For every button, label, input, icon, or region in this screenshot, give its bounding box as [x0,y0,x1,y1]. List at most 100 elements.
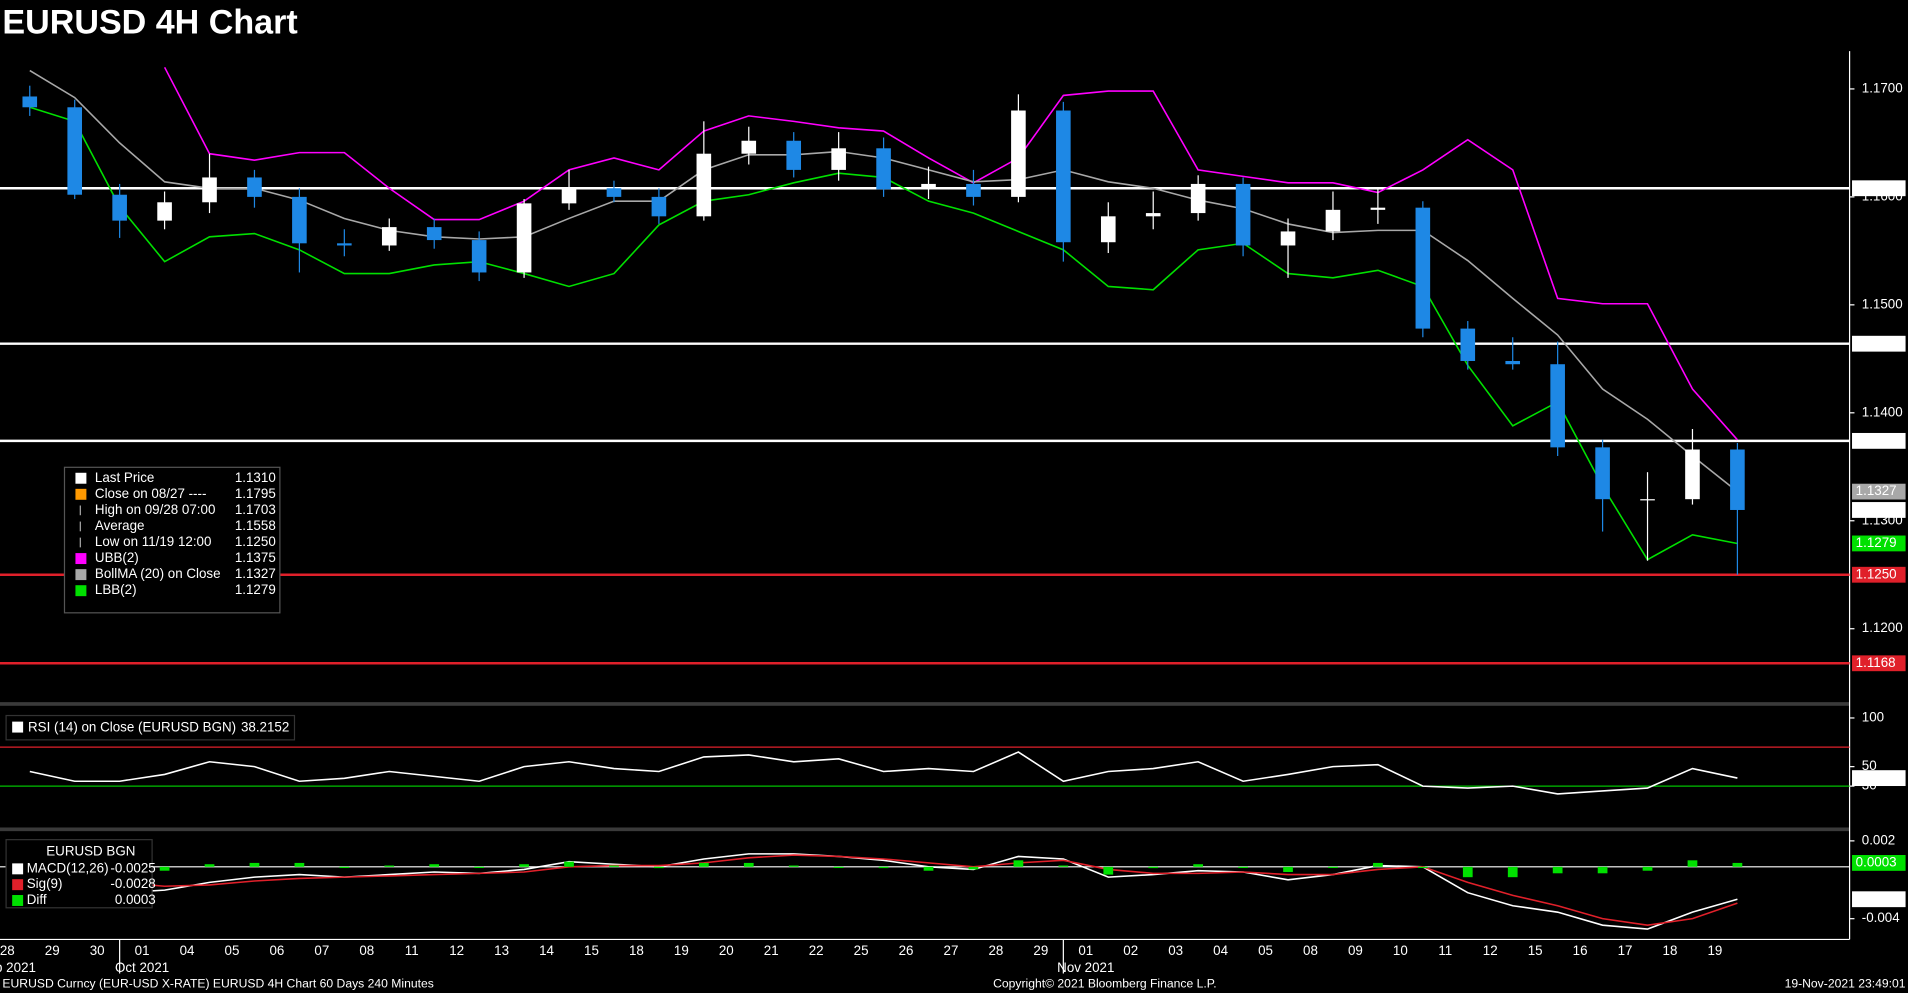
x-tick-label: 11 [405,943,419,958]
series-line [29,854,1738,926]
histogram-bar [1283,866,1293,872]
candle-body [831,148,846,170]
x-tick-label: 16 [1573,943,1588,958]
candle-body [67,107,83,195]
x-tick-label: 18 [629,943,644,958]
legend-swatch [12,879,24,891]
legend-value: 1.1310 [235,470,276,485]
legend-value: 1.1558 [235,518,276,533]
x-tick-label: 08 [1303,943,1318,958]
timestamp: 19-Nov-2021 23:49:01 [1785,977,1906,991]
legend-swatch [12,721,24,733]
histogram-bar [1328,866,1338,869]
x-tick-label: 29 [45,943,60,958]
histogram-bar [1642,866,1653,871]
value-tag [1852,855,1906,871]
x-tick-label: 20 [719,943,734,958]
value-tag [1852,770,1906,787]
legend-swatch [75,585,87,597]
legend-value: 38.2152 [241,719,289,734]
legend-label: Low on 11/19 12:00 [95,534,212,549]
candle-body [1370,207,1386,210]
histogram-bar [654,866,664,869]
histogram-bar [968,866,979,870]
legend-label: BollMA (20) on Close [95,566,221,581]
candle-body [1730,449,1745,510]
histogram-bar [1507,866,1518,878]
candle-body [696,153,712,217]
legend-label: High on 09/28 07:00 [95,502,215,517]
x-tick-label: 09 [1348,943,1363,958]
legend-swatch [75,569,87,581]
value-tag-label: 0.0003 [1856,854,1897,869]
candle-body [516,203,532,273]
legend-label: Average [95,518,145,533]
source-note: EURUSD Curncy (EUR-USD X-RATE) EURUSD 4H… [2,977,433,991]
candle-body [651,196,667,217]
candle-body [337,243,352,246]
legend-value: -0.0025 [110,860,155,875]
legend-label: RSI (14) on Close (EURUSD BGN) 38.2152 [28,719,289,734]
series-line [29,853,1738,930]
candle-body [157,202,172,221]
y-tick-label: 50 [1862,758,1877,773]
x-tick-label: 01 [135,943,150,958]
histogram-bar [698,862,709,867]
candle-body [1415,207,1431,329]
candle-body [1235,183,1251,246]
candle-body [1280,231,1296,246]
candle-body [1550,364,1565,448]
x-tick-label: 01 [1078,943,1093,958]
x-tick-label: 15 [584,943,599,958]
histogram-bar [384,865,395,867]
legend-label: Close on 08/27 ---- [95,486,207,501]
value-tag-label: 1.1464 [1856,335,1897,350]
x-tick-label: 02 [1123,943,1138,958]
legend-value: 1.1279 [235,582,276,597]
y-tick-label: 100 [1862,709,1884,724]
legend-box [5,714,296,741]
histogram-bar [743,862,754,867]
y-tick-label: 0.002 [1862,832,1895,847]
histogram-bar [339,866,350,869]
value-tag-label: 1.1374 [1856,432,1897,447]
y-tick-label: -0.004 [1862,910,1900,925]
legend-value: 1.1375 [235,550,276,565]
legend-value: 1.1795 [235,486,276,501]
x-tick-label: 19 [674,943,689,958]
legend-swatch [12,895,24,906]
histogram-bar [878,866,889,869]
candle-body [966,183,981,197]
legend-label: LBB(2) [95,582,137,597]
value-tag-label: 1.1310 [1856,502,1897,517]
histogram-bar [1013,860,1024,867]
histogram-bar [1238,866,1248,869]
x-tick-label: 21 [764,943,779,958]
x-tick-label: 05 [225,943,240,958]
candle-body [741,140,757,154]
value-tag [1852,335,1906,352]
x-tick-label: 28 [0,943,15,958]
value-tag-label: 1.1250 [1856,566,1897,581]
candle-body [292,196,307,244]
x-tick-label: 29 [1033,943,1048,958]
candle-body [876,148,891,190]
y-tick-label: 1.1400 [1862,404,1903,419]
x-tick-label: 06 [269,943,284,958]
x-tick-label: 15 [1528,943,1543,958]
x-tick-label: 17 [1618,943,1633,958]
panel-separator [0,827,1850,832]
histogram-bar [429,864,440,867]
x-tick-label: 04 [1213,943,1228,958]
series-line [29,751,1738,795]
legend-value: 1.1250 [235,534,276,549]
candle-body [786,140,802,170]
value-tag [1852,535,1906,552]
x-tick-label: 11 [1438,943,1452,958]
candle-body [1100,216,1116,243]
value-tag-label: 38.2152 [1856,770,1904,785]
legend-title: EURUSD BGN [46,843,135,858]
x-group-label: Oct 2021 [115,960,169,975]
copyright: Copyright© 2021 Bloomberg Finance L.P. [993,977,1217,991]
